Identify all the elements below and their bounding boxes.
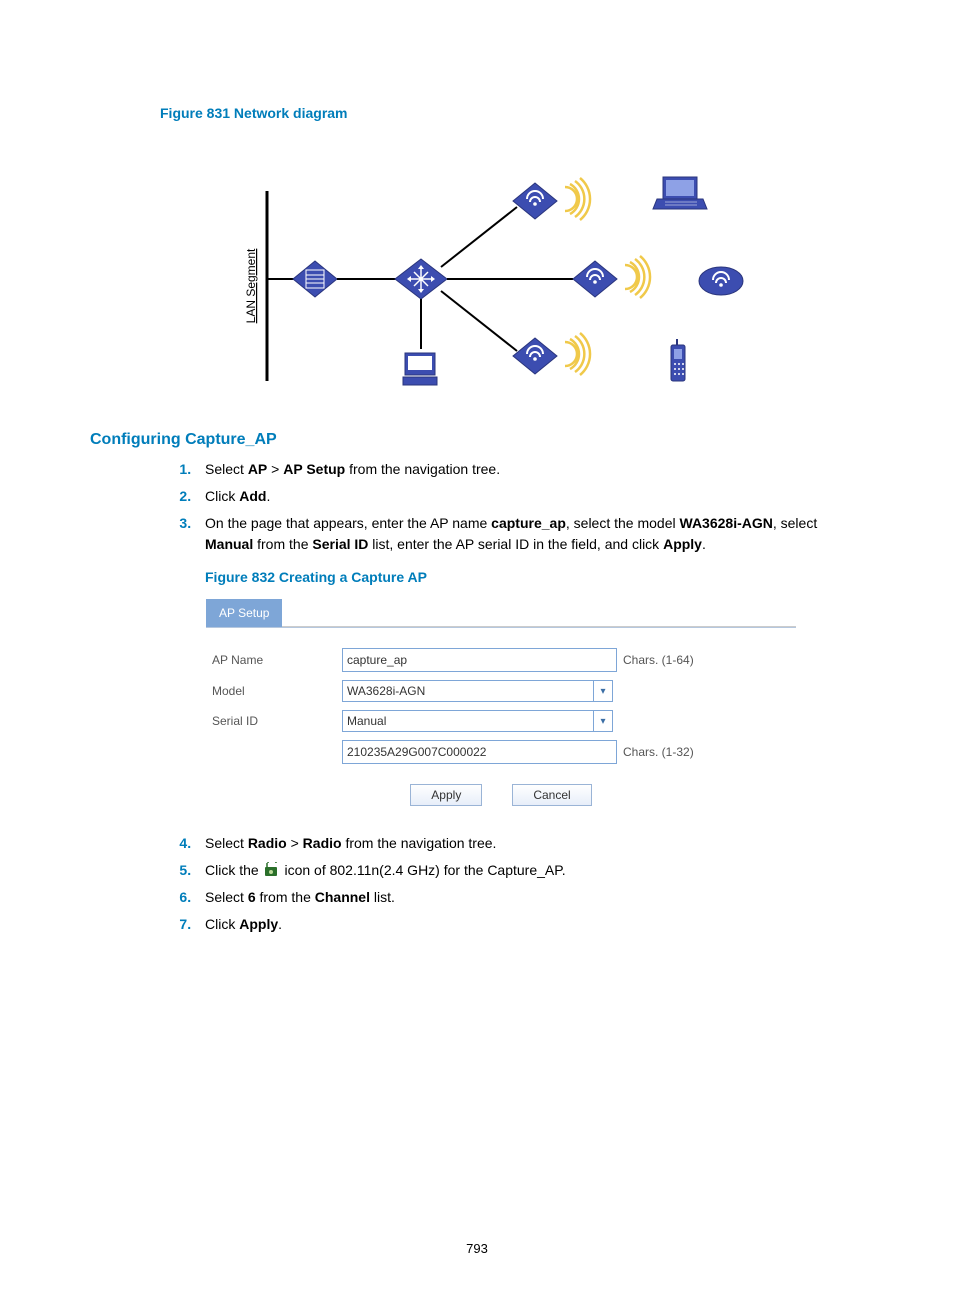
wifi-client-node [699, 267, 743, 295]
signal-bot-icon [565, 333, 590, 375]
hint-ap-name: Chars. (1-64) [617, 651, 747, 669]
select-model[interactable]: WA3628i-AGN ▾ [342, 680, 613, 702]
step-2-add: Add [239, 488, 266, 504]
apply-button[interactable]: Apply [410, 784, 482, 806]
label-model: Model [212, 682, 342, 700]
ap-bot-node [513, 338, 557, 374]
step-1-text: Select [205, 461, 248, 477]
signal-top-icon [565, 178, 590, 220]
lan-segment-label: LAN Segment [244, 248, 258, 323]
radio-config-icon [263, 862, 281, 878]
pc-node [403, 353, 437, 385]
laptop-node [653, 177, 707, 209]
controller-node [293, 261, 337, 297]
label-serial-id: Serial ID [212, 712, 342, 730]
step-1-ap: AP [248, 461, 267, 477]
cancel-button[interactable]: Cancel [512, 784, 591, 806]
section-heading: Configuring Capture_AP [90, 431, 864, 449]
switch-node [395, 259, 447, 299]
phone-node [671, 339, 685, 381]
page-number: 793 [0, 1241, 954, 1256]
label-ap-name: AP Name [212, 651, 342, 669]
signal-mid-icon [625, 256, 650, 298]
figure-832-caption: Figure 832 Creating a Capture AP [205, 567, 864, 588]
select-serial-mode[interactable]: Manual ▾ [342, 710, 613, 732]
ap-mid-node [573, 261, 617, 297]
ap-setup-form: AP Setup AP Name Chars. (1-64) Model WA3… [205, 598, 797, 815]
step-4: Select Radio > Radio from the navigation… [195, 833, 864, 854]
chevron-down-icon: ▾ [593, 680, 612, 702]
step-1-apsetup: AP Setup [283, 461, 345, 477]
input-serial-id[interactable] [342, 740, 617, 764]
hint-serial: Chars. (1-32) [617, 743, 747, 761]
figure-831-caption: Figure 831 Network diagram [160, 105, 864, 121]
network-diagram: LAN Segment [177, 131, 777, 401]
ap-top-node [513, 183, 557, 219]
step-2: Click Add. [195, 486, 864, 507]
step-6: Select 6 from the Channel list. [195, 887, 864, 908]
step-3: On the page that appears, enter the AP n… [195, 513, 864, 815]
chevron-down-icon: ▾ [593, 710, 612, 732]
step-7: Click Apply. [195, 914, 864, 935]
step-1: Select AP > AP Setup from the navigation… [195, 459, 864, 480]
step-5: Click the icon of 802.11n(2.4 GHz) for t… [195, 860, 864, 881]
input-ap-name[interactable] [342, 648, 617, 672]
tab-ap-setup[interactable]: AP Setup [206, 599, 282, 627]
